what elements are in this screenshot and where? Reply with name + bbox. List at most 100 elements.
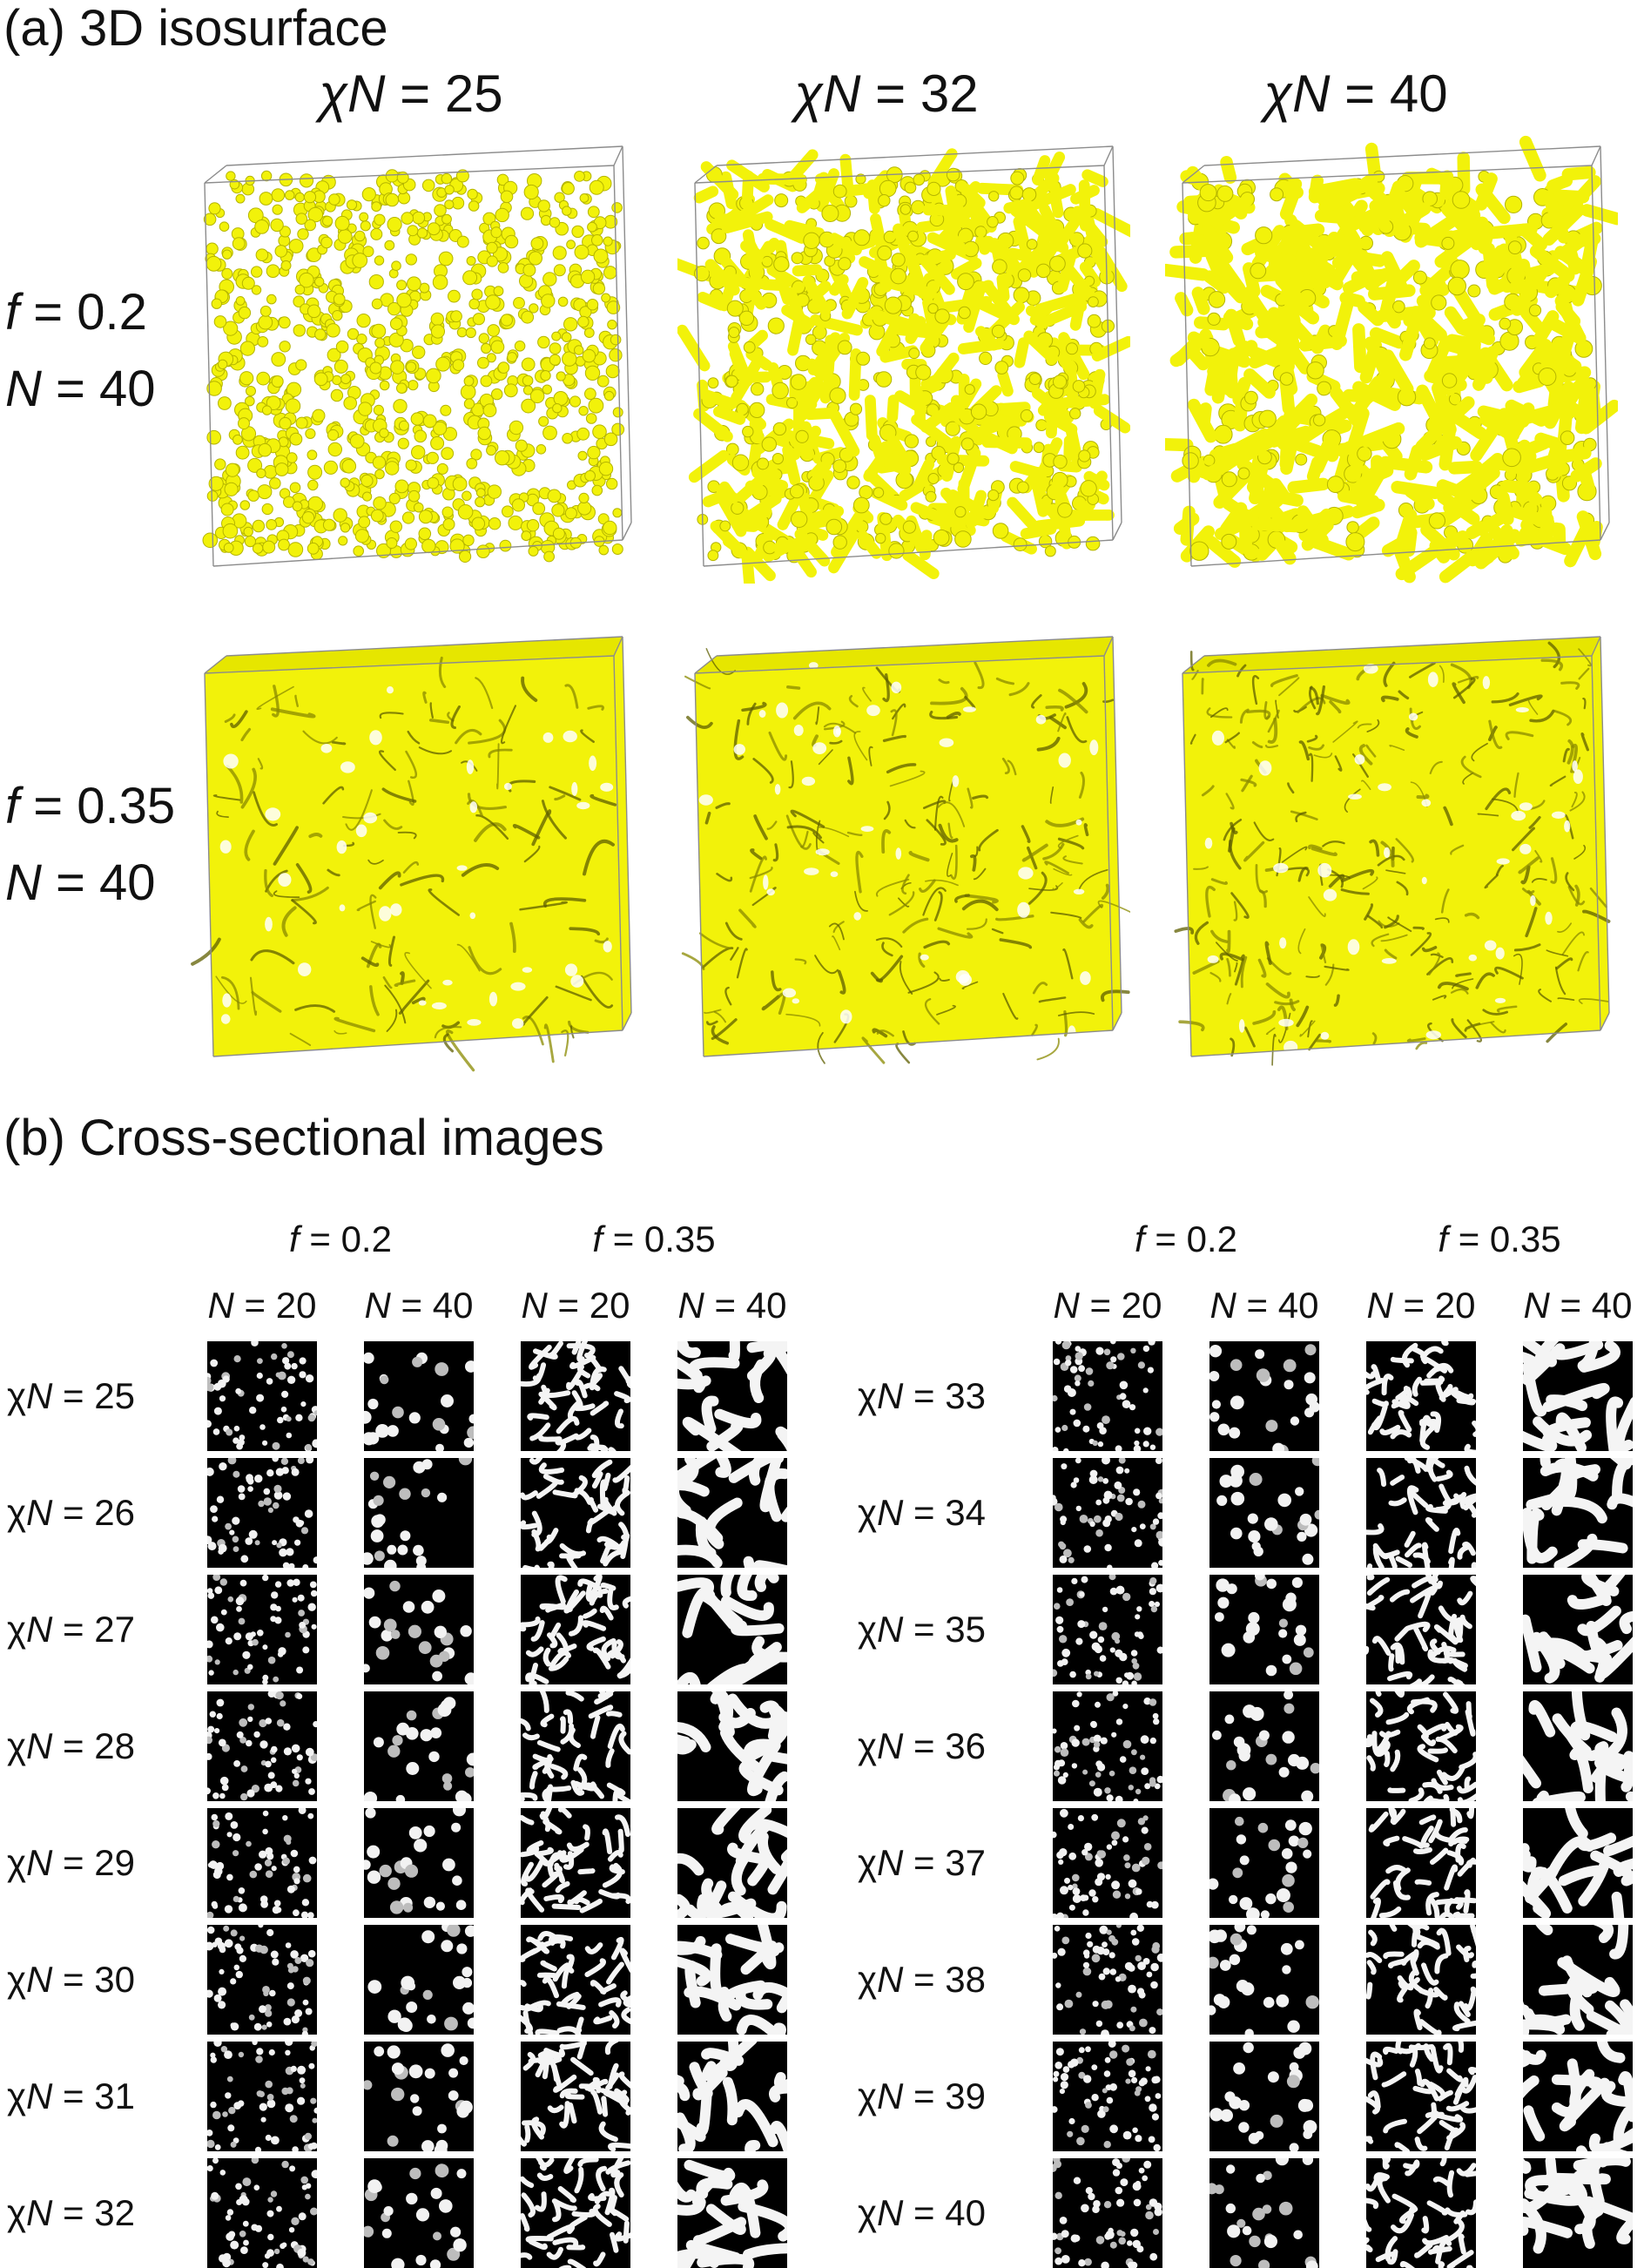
value-text: = 28	[52, 1725, 135, 1766]
value-text: = 35	[903, 1609, 986, 1650]
cross-section-image	[677, 1925, 787, 2035]
cross-section-image	[207, 2158, 317, 2268]
n-value: = 40	[42, 854, 156, 911]
n-symbol: N	[678, 1285, 704, 1326]
row-label-chin: χN = 31	[7, 2078, 135, 2115]
cross-section-image	[1523, 1808, 1633, 1918]
cross-section-image	[521, 1691, 630, 1801]
n-header: N = 40	[632, 1287, 832, 1324]
chi-symbol: χ	[858, 1725, 877, 1766]
cross-section-image	[207, 1575, 317, 1684]
f-symbol: f	[1135, 1218, 1145, 1259]
cross-section-image	[521, 2158, 630, 2268]
cross-section-image	[207, 1458, 317, 1568]
n-value: = 20	[1393, 1285, 1476, 1326]
f-header: f = 0.2	[1086, 1221, 1286, 1258]
chi-symbol: χ	[7, 1492, 26, 1533]
n-symbol: N	[5, 361, 42, 417]
f-symbol: f	[289, 1218, 300, 1259]
cross-section-image	[364, 1458, 474, 1568]
n-symbol: N	[1292, 64, 1330, 123]
row-label-chin: χN = 34	[858, 1495, 986, 1531]
f-symbol: f	[592, 1218, 603, 1259]
chi-symbol: χ	[319, 64, 347, 123]
row-label-chin: χN = 28	[7, 1728, 135, 1765]
cross-section-image	[1523, 2158, 1633, 2268]
value-text: = 29	[52, 1842, 135, 1883]
n-symbol: N	[1054, 1285, 1080, 1326]
n-value: = 40	[1236, 1285, 1319, 1326]
chi-symbol: χ	[858, 1609, 877, 1650]
n-value: = 20	[548, 1285, 630, 1326]
cross-section-image	[1053, 1808, 1162, 1918]
n-symbol: N	[365, 1285, 391, 1326]
row-label-chin: χN = 27	[7, 1611, 135, 1648]
n-value: = 20	[234, 1285, 317, 1326]
chi-symbol: χ	[858, 1842, 877, 1883]
value-text: = 32	[52, 2192, 135, 2233]
value-text: = 39	[903, 2076, 986, 2116]
f-value: = 0.35	[19, 778, 175, 834]
cross-section-image	[207, 2042, 317, 2151]
f-value: = 0.2	[300, 1218, 392, 1259]
cross-section-image	[364, 1575, 474, 1684]
row-label-chin: χN = 26	[7, 1495, 135, 1531]
n-symbol: N	[26, 1959, 52, 2000]
n-symbol: N	[877, 1492, 903, 1533]
n-symbol: N	[26, 1842, 52, 1883]
f-symbol: f	[5, 778, 19, 834]
n-symbol: N	[208, 1285, 234, 1326]
chi-symbol: χ	[858, 1375, 877, 1416]
cross-section-image	[1053, 2042, 1162, 2151]
cross-section-image	[521, 2042, 630, 2151]
cross-section-image	[521, 1458, 630, 1568]
n-symbol: N	[5, 854, 42, 911]
column-header-chin: χN = 40	[1190, 68, 1521, 120]
f-value: = 0.2	[1145, 1218, 1237, 1259]
row-label-chin: χN = 36	[858, 1728, 986, 1765]
cross-section-image	[1209, 1341, 1319, 1451]
cross-section-image	[364, 1808, 474, 1918]
row-label-chin: χN = 40	[858, 2195, 986, 2231]
cross-section-image	[521, 1808, 630, 1918]
n-value: = 40	[1550, 1285, 1633, 1326]
panel-a-title: (a) 3D isosurface	[3, 3, 388, 54]
row-label-chin: χN = 38	[858, 1961, 986, 1998]
row-label-chin: χN = 39	[858, 2078, 986, 2115]
cross-section-image	[1523, 1341, 1633, 1451]
cross-section-image	[1053, 1458, 1162, 1568]
value-text: = 34	[903, 1492, 986, 1533]
column-header-chin: χN = 25	[246, 68, 576, 120]
column-header-chin: χN = 32	[721, 68, 1052, 120]
cross-section-image	[1209, 1458, 1319, 1568]
cross-section-image	[1366, 2158, 1476, 2268]
cross-section-image	[677, 1575, 787, 1684]
row-label-chin: χN = 29	[7, 1845, 135, 1881]
value-text: = 25	[52, 1375, 135, 1416]
f-header: f = 0.2	[240, 1221, 441, 1258]
chi-symbol: χ	[794, 64, 823, 123]
row-label-chin: χN = 35	[858, 1611, 986, 1648]
cross-section-image	[521, 1925, 630, 2035]
cross-section-image	[1209, 1925, 1319, 2035]
value-text: = 31	[52, 2076, 135, 2116]
f-value: = 0.35	[1448, 1218, 1561, 1259]
row-header-n: N = 40	[5, 364, 156, 415]
chi-symbol: χ	[7, 1959, 26, 2000]
n-symbol: N	[877, 2076, 903, 2116]
cross-section-image	[677, 2042, 787, 2151]
n-symbol: N	[347, 64, 385, 123]
cross-section-image	[1209, 1575, 1319, 1684]
chi-symbol: χ	[858, 1492, 877, 1533]
cross-section-image	[364, 1691, 474, 1801]
cross-section-image	[1366, 1575, 1476, 1684]
n-symbol: N	[823, 64, 860, 123]
cross-section-image	[1053, 1341, 1162, 1451]
row-header-f: f = 0.2	[5, 287, 147, 338]
cross-section-image	[1523, 1925, 1633, 2035]
cross-section-image	[364, 2042, 474, 2151]
isosurface-cube	[187, 621, 640, 1074]
value-text: = 25	[385, 64, 502, 123]
cross-section-image	[207, 1691, 317, 1801]
chi-symbol: χ	[7, 1375, 26, 1416]
